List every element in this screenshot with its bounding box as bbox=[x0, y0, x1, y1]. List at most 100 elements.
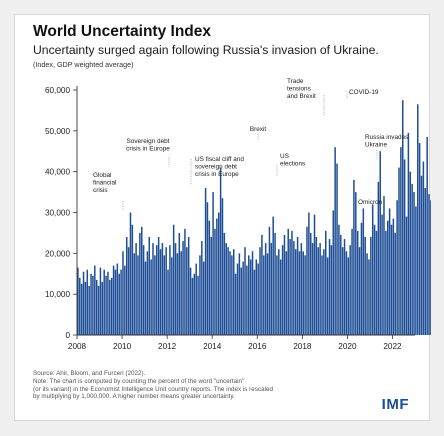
data-bar bbox=[422, 161, 425, 335]
data-bar bbox=[103, 269, 105, 335]
data-bar bbox=[133, 253, 135, 335]
data-bar bbox=[249, 259, 252, 335]
data-bar bbox=[234, 273, 237, 335]
data-bar bbox=[176, 253, 179, 335]
data-bar bbox=[142, 245, 145, 335]
annotation-label-line: crisis in Europe bbox=[195, 171, 239, 178]
annotation-label-line: crisis in Europe bbox=[126, 145, 170, 152]
data-bar bbox=[263, 255, 265, 335]
data-bar bbox=[231, 255, 233, 335]
data-bar bbox=[193, 273, 196, 335]
data-bar bbox=[135, 243, 137, 335]
data-bar bbox=[216, 218, 218, 335]
data-bar bbox=[217, 212, 220, 335]
annotation-label-line: tensions bbox=[287, 85, 311, 92]
annotation-label-line: COVID-19 bbox=[349, 89, 379, 96]
data-bar bbox=[353, 179, 355, 335]
x-tick-label: 2018 bbox=[293, 342, 312, 351]
annotation-label-line: Trade bbox=[287, 78, 304, 85]
data-bar bbox=[285, 251, 288, 335]
data-bar bbox=[253, 269, 256, 335]
data-bar bbox=[99, 267, 102, 335]
data-bar bbox=[328, 239, 331, 335]
data-bar bbox=[294, 249, 297, 335]
data-bar bbox=[413, 192, 415, 335]
data-bar bbox=[236, 263, 239, 335]
data-bar bbox=[109, 279, 111, 335]
data-bar bbox=[264, 243, 267, 335]
data-bar bbox=[417, 104, 419, 336]
data-bar bbox=[221, 198, 224, 335]
y-tick-label: 0 bbox=[65, 331, 70, 340]
data-bar bbox=[114, 269, 117, 335]
data-bar bbox=[409, 171, 412, 335]
data-bar bbox=[371, 204, 374, 335]
data-bar bbox=[144, 261, 147, 335]
data-bar bbox=[281, 245, 284, 335]
data-bar bbox=[424, 188, 427, 335]
data-bar bbox=[127, 247, 130, 335]
data-bar bbox=[88, 286, 90, 335]
data-bar bbox=[430, 200, 431, 335]
y-tick-label: 40,000 bbox=[45, 168, 70, 177]
data-bar bbox=[420, 175, 423, 335]
data-bar bbox=[140, 226, 143, 335]
data-bar bbox=[298, 251, 301, 335]
data-bar bbox=[189, 267, 192, 335]
data-bar bbox=[229, 251, 231, 335]
y-tick-label: 50,000 bbox=[45, 127, 70, 136]
data-bar bbox=[174, 243, 177, 335]
data-bar bbox=[206, 202, 209, 335]
data-bar bbox=[268, 226, 271, 335]
data-bar bbox=[396, 200, 398, 335]
data-bar bbox=[101, 281, 104, 335]
data-bar bbox=[182, 241, 184, 335]
annotation-label-line: Brexit bbox=[250, 126, 267, 133]
data-bar bbox=[124, 265, 126, 335]
data-bar bbox=[82, 271, 85, 335]
data-bar bbox=[370, 237, 372, 335]
data-bar bbox=[225, 243, 227, 335]
data-bar bbox=[112, 265, 115, 335]
data-bar bbox=[386, 220, 389, 335]
data-bar bbox=[246, 265, 248, 335]
data-bar bbox=[347, 257, 350, 335]
data-bar bbox=[118, 273, 120, 335]
annotation-label-line: Sovereign debt bbox=[127, 138, 170, 145]
data-bar bbox=[92, 275, 94, 335]
data-bar bbox=[325, 230, 327, 335]
data-bar bbox=[161, 243, 164, 335]
data-bar bbox=[400, 147, 402, 335]
data-bar bbox=[355, 192, 357, 335]
data-bar bbox=[379, 151, 381, 335]
data-bar bbox=[255, 259, 258, 335]
data-bar bbox=[105, 275, 107, 335]
data-bar bbox=[360, 222, 363, 335]
data-bar bbox=[187, 237, 190, 335]
data-bar bbox=[332, 210, 335, 335]
data-bar bbox=[426, 136, 428, 335]
data-bar bbox=[131, 224, 134, 335]
data-bar bbox=[309, 232, 312, 335]
data-bar bbox=[165, 247, 167, 335]
data-bar bbox=[95, 279, 98, 335]
data-bar bbox=[97, 286, 100, 335]
annotation-label: US fiscal cliff and sovereign debt crisis … bbox=[195, 156, 244, 178]
data-bar bbox=[415, 206, 417, 335]
note-line-2: (or its variant) in the Economist Intell… bbox=[33, 385, 273, 393]
data-bar bbox=[154, 255, 156, 335]
data-bar bbox=[334, 147, 336, 335]
y-tick-label: 20,000 bbox=[45, 249, 70, 258]
x-tick-label: 2008 bbox=[68, 342, 87, 351]
data-bar bbox=[418, 143, 421, 335]
data-bar bbox=[152, 243, 154, 335]
data-bar bbox=[349, 245, 351, 335]
data-bar bbox=[146, 251, 149, 335]
data-bar bbox=[84, 281, 87, 335]
data-bar bbox=[240, 267, 243, 335]
data-bar bbox=[157, 237, 160, 335]
data-bar bbox=[242, 261, 244, 335]
data-bar bbox=[129, 212, 132, 335]
data-bar bbox=[319, 243, 321, 335]
data-bar bbox=[343, 239, 346, 335]
